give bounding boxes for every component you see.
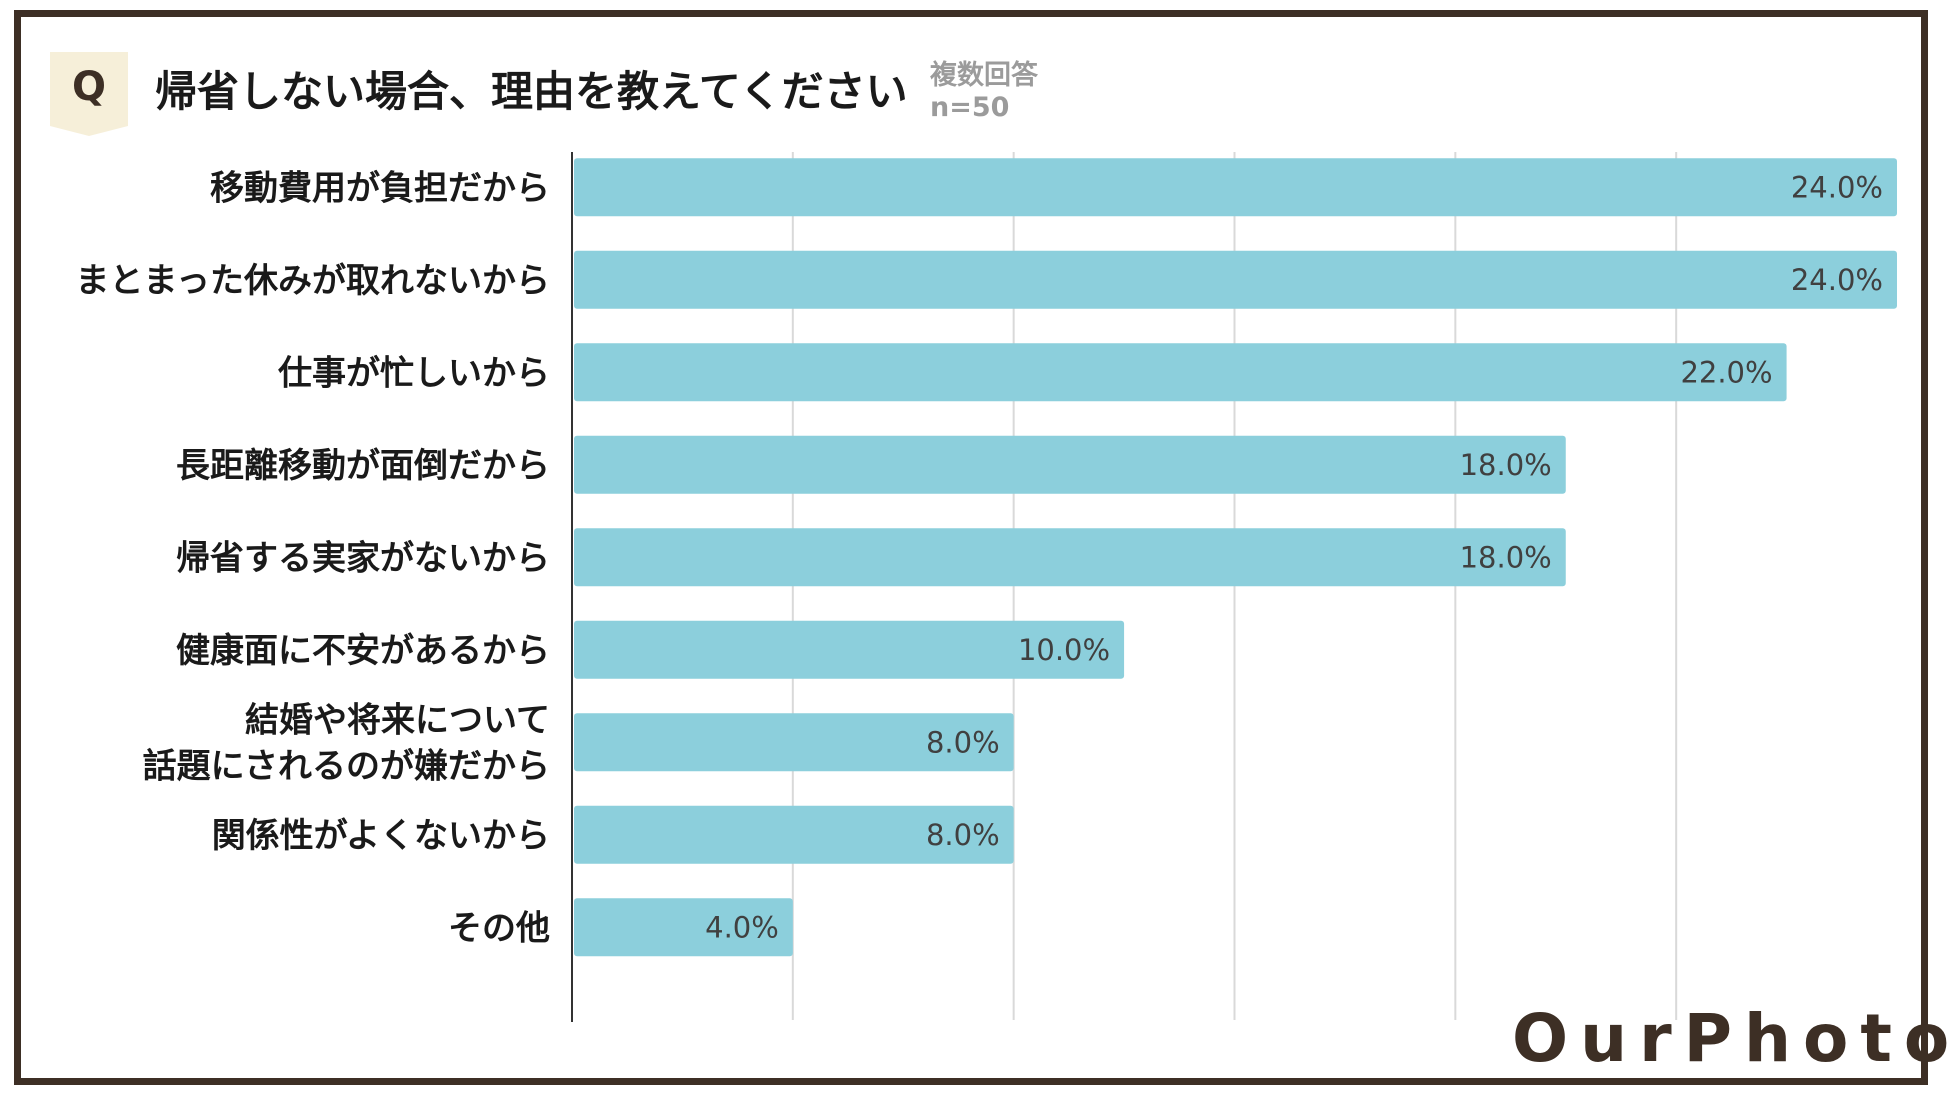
bar — [574, 620, 1125, 679]
bar — [574, 435, 1566, 494]
bar — [574, 713, 1014, 772]
category-label: 健康面に不安があるから — [176, 631, 550, 671]
data-label: 22.0% — [1680, 355, 1772, 389]
bar — [574, 528, 1566, 587]
category-label: 移動費用が負担だから — [210, 168, 550, 208]
category-label: 仕事が忙しいから — [278, 353, 550, 393]
data-label: 4.0% — [705, 910, 779, 944]
bar — [574, 805, 1014, 864]
question-badge: Q — [50, 52, 128, 136]
category-label: 結婚や将来について — [245, 700, 550, 740]
response-note: 複数回答 n=50 — [930, 60, 1038, 124]
category-label: 話題にされるのが嫌だから — [143, 746, 550, 786]
data-label: 24.0% — [1791, 263, 1883, 297]
question-letter: Q — [71, 64, 106, 110]
note-sample-size: n=50 — [930, 92, 1010, 123]
data-label: 18.0% — [1460, 540, 1552, 574]
bar — [574, 898, 793, 957]
data-label: 8.0% — [926, 818, 1000, 852]
data-label: 24.0% — [1791, 170, 1883, 204]
data-label: 8.0% — [926, 725, 1000, 759]
note-multiple-answers: 複数回答 — [930, 60, 1038, 91]
ourphoto-logo: OurPhoto — [1512, 1000, 1950, 1077]
category-label: 関係性がよくないから — [212, 816, 550, 856]
bar — [574, 343, 1787, 402]
bar — [574, 250, 1897, 309]
category-label: 長距離移動が面倒だから — [176, 446, 550, 486]
page-title: 帰省しない場合、理由を教えてください — [155, 67, 908, 116]
category-label: まとまった休みが取れないから — [75, 261, 550, 301]
data-label: 18.0% — [1460, 448, 1552, 482]
data-label: 10.0% — [1018, 633, 1110, 667]
category-label: 帰省する実家がないから — [176, 538, 550, 578]
category-label: その他 — [448, 908, 550, 948]
bar — [574, 158, 1897, 217]
